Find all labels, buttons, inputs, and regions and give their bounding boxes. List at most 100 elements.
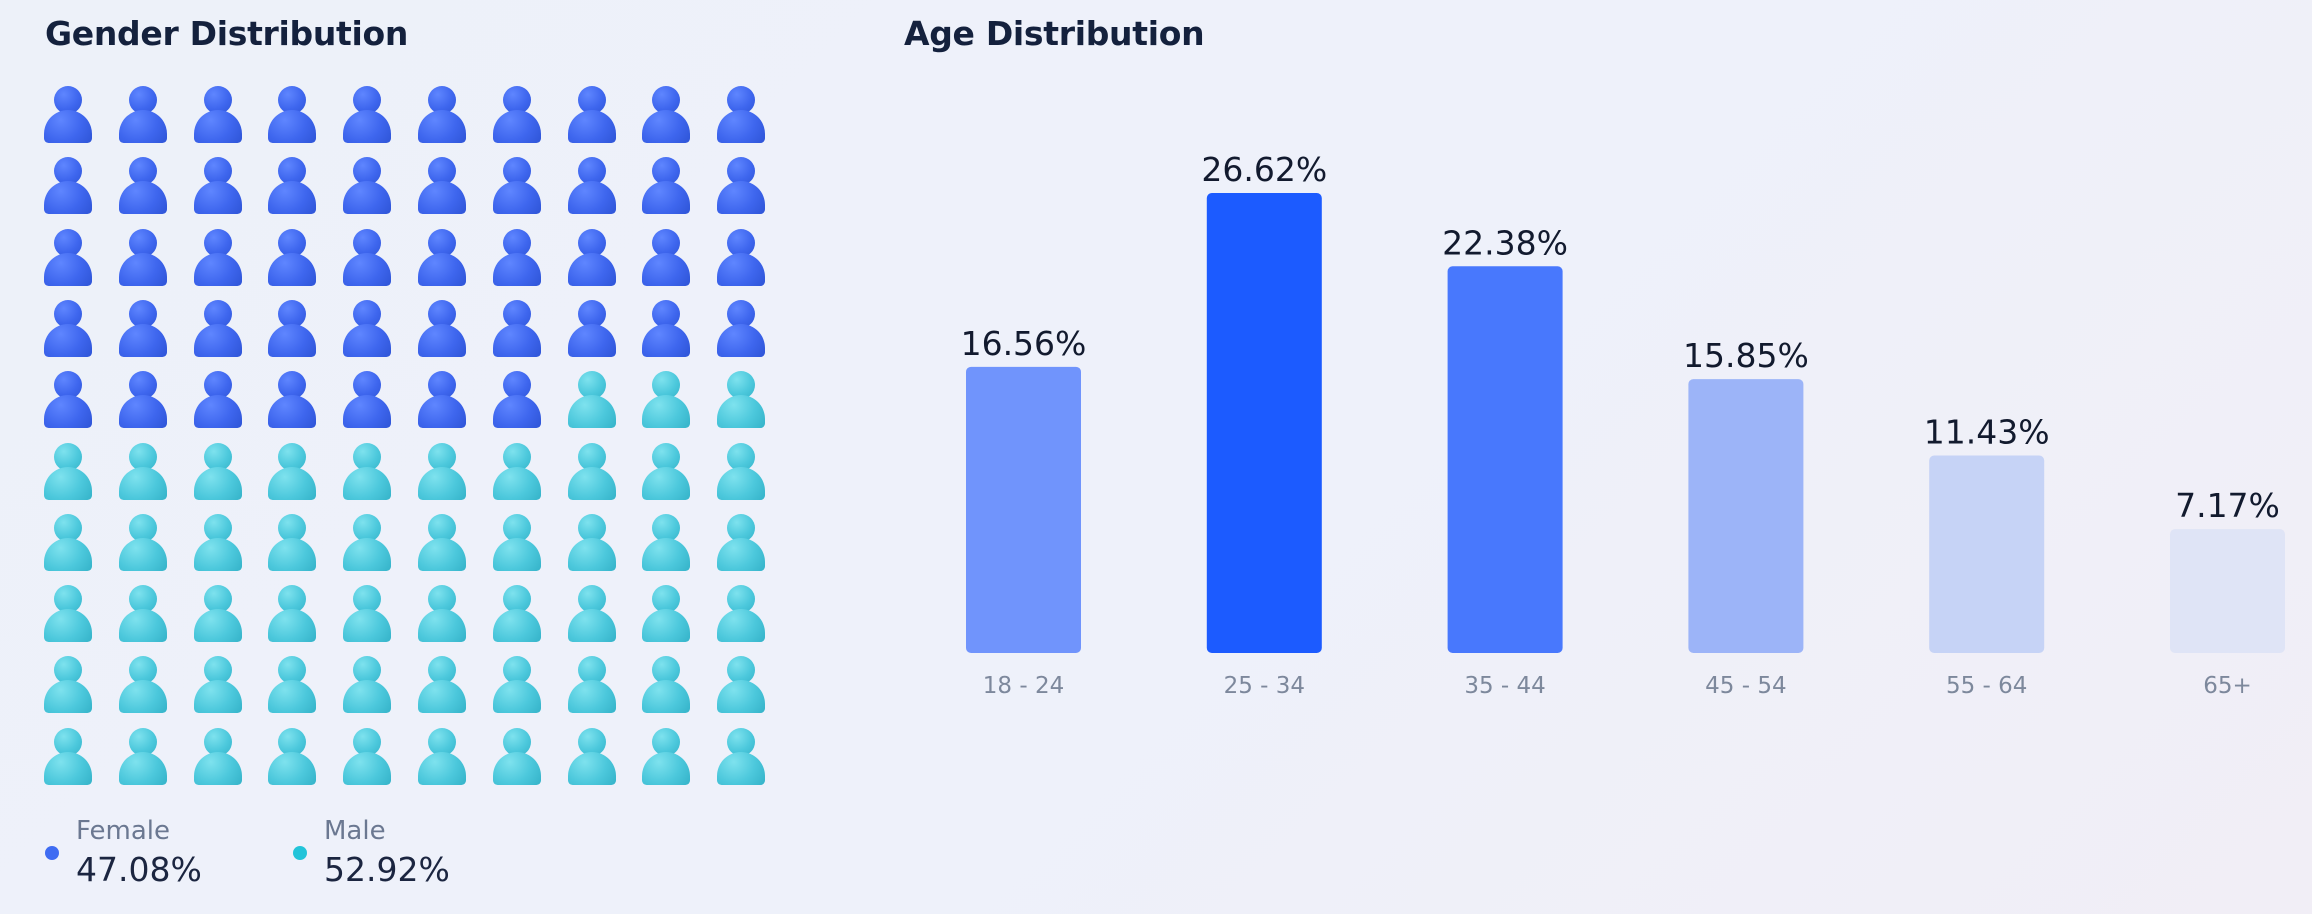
bar-55-64	[1929, 455, 2045, 653]
male-person-icon	[40, 442, 96, 505]
female-person-icon	[264, 157, 320, 219]
female-person-icon	[414, 86, 470, 148]
male-person-icon	[40, 656, 96, 718]
female-person-icon	[115, 371, 171, 433]
female-person-icon	[564, 86, 620, 148]
male-person-icon	[489, 656, 545, 718]
female-person-icon	[489, 371, 545, 433]
female-person-icon	[190, 86, 246, 148]
legend-female-value: 47.08%	[76, 850, 202, 889]
female-person-icon	[40, 157, 96, 219]
male-person-icon	[40, 585, 96, 647]
male-person-icon	[564, 371, 620, 433]
bar-value-label: 7.17%	[2175, 486, 2280, 525]
bar-45-54	[1688, 379, 1804, 653]
female-person-icon	[414, 228, 470, 291]
male-person-icon	[638, 371, 694, 433]
male-person-icon	[264, 727, 320, 790]
female-person-icon	[489, 86, 545, 148]
legend-male-value: 52.92%	[324, 850, 450, 889]
female-person-icon	[414, 299, 470, 362]
male-person-icon	[115, 442, 171, 505]
female-person-icon	[40, 86, 96, 148]
female-person-icon	[115, 86, 171, 148]
female-person-icon	[264, 371, 320, 433]
male-person-icon	[190, 656, 246, 718]
female-person-icon	[264, 299, 320, 362]
gender-waffle-chart	[40, 86, 770, 790]
male-person-icon	[190, 513, 246, 576]
x-tick-label: 55 - 64	[1946, 673, 2027, 699]
female-person-icon	[264, 86, 320, 148]
x-tick-label: 65+	[2203, 673, 2252, 699]
male-person-icon	[115, 656, 171, 718]
male-person-icon	[564, 727, 620, 790]
x-tick-label: 45 - 54	[1705, 673, 1786, 699]
male-person-icon	[339, 656, 395, 718]
male-person-icon	[713, 442, 769, 505]
male-person-icon	[264, 513, 320, 576]
bar-value-label: 26.62%	[1201, 150, 1327, 189]
bar-value-label: 16.56%	[961, 324, 1087, 363]
male-person-icon	[190, 442, 246, 505]
bar-18-24	[966, 366, 1081, 653]
female-person-icon	[489, 157, 545, 219]
male-person-icon	[489, 513, 545, 576]
male-person-icon	[414, 656, 470, 718]
legend-male-label: Male	[324, 816, 386, 846]
female-person-icon	[713, 228, 769, 291]
legend-female-label: Female	[76, 816, 171, 846]
male-person-icon	[713, 585, 769, 647]
bar-value-label: 22.38%	[1442, 223, 1568, 262]
male-person-icon	[414, 585, 470, 647]
male-person-icon	[115, 727, 171, 790]
male-person-icon	[489, 585, 545, 647]
male-person-icon	[264, 442, 320, 505]
male-person-icon	[190, 727, 246, 790]
male-person-icon	[264, 585, 320, 647]
male-person-icon	[115, 585, 171, 647]
male-person-icon	[339, 727, 395, 790]
female-person-icon	[190, 228, 246, 291]
female-person-icon	[40, 371, 96, 433]
female-person-icon	[190, 371, 246, 433]
male-person-icon	[638, 727, 694, 790]
female-person-icon	[713, 299, 769, 362]
female-person-icon	[264, 228, 320, 291]
female-person-icon	[190, 299, 246, 362]
male-person-icon	[414, 727, 470, 790]
male-person-icon	[339, 442, 395, 505]
bar-value-label: 15.85%	[1683, 336, 1809, 375]
male-person-icon	[638, 442, 694, 505]
gender-distribution-title: Gender Distribution	[45, 14, 409, 53]
male-person-icon	[264, 656, 320, 718]
x-tick-label: 25 - 34	[1224, 673, 1305, 699]
female-person-icon	[564, 157, 620, 219]
female-person-icon	[638, 299, 694, 362]
male-person-icon	[339, 513, 395, 576]
female-person-icon	[638, 86, 694, 148]
female-person-icon	[190, 157, 246, 219]
male-person-icon	[638, 585, 694, 647]
male-person-icon	[638, 513, 694, 576]
female-person-icon	[115, 228, 171, 291]
male-person-icon	[713, 371, 769, 433]
female-person-icon	[115, 299, 171, 362]
male-person-icon	[564, 513, 620, 576]
female-person-icon	[414, 157, 470, 219]
male-person-icon	[40, 513, 96, 576]
female-person-icon	[489, 299, 545, 362]
male-person-icon	[414, 513, 470, 576]
female-person-icon	[713, 86, 769, 148]
male-person-icon	[489, 442, 545, 505]
female-person-icon	[638, 228, 694, 291]
age-distribution-title: Age Distribution	[904, 14, 1205, 53]
female-person-icon	[489, 228, 545, 291]
bar-25-34	[1206, 193, 1322, 653]
female-person-icon	[40, 299, 96, 362]
male-person-icon	[564, 585, 620, 647]
bar-value-label: 11.43%	[1924, 412, 2050, 451]
female-person-icon	[638, 157, 694, 219]
x-tick-label: 18 - 24	[983, 673, 1064, 699]
male-person-icon	[564, 442, 620, 505]
